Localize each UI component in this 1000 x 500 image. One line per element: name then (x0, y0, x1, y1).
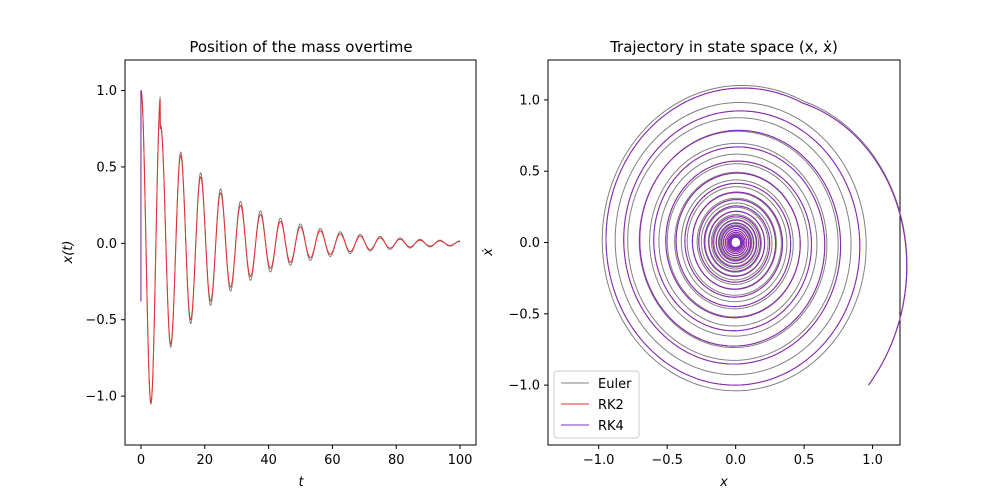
series-line-rk4 (605, 87, 908, 386)
x-axis-label: x (719, 475, 728, 490)
position-chart: Position of the mass overtime 0 20 40 60 80 1… (61, 38, 477, 490)
y-tick-label: −0.5 (508, 307, 540, 322)
state-space-chart: Trajectory in state space (x, ẋ) −1.0 −0.… (481, 38, 908, 490)
x-tick-label: 0.0 (725, 453, 746, 468)
legend-label-rk4: RK4 (598, 419, 624, 434)
y-axis-label: x(t) (61, 241, 76, 265)
chart-title: Trajectory in state space (x, ẋ) (609, 38, 838, 56)
x-tick-label: 80 (388, 453, 405, 468)
y-tick-label: −1.0 (85, 390, 117, 405)
series-line-euler (140, 89, 461, 405)
y-tick-label: −1.0 (508, 379, 540, 394)
x-tick-label: −0.5 (651, 453, 683, 468)
y-tick-label: −0.5 (85, 313, 117, 328)
x-tick-label: 60 (324, 453, 341, 468)
chart-title: Position of the mass overtime (189, 38, 412, 56)
y-tick-label: 0.5 (96, 160, 117, 175)
x-tick-label: 40 (260, 453, 277, 468)
x-tick-label: 1.0 (862, 453, 883, 468)
y-axis-label: ẋ (481, 248, 496, 257)
x-tick-label: 100 (448, 453, 473, 468)
legend-label-euler: Euler (598, 377, 632, 392)
y-tick-label: 1.0 (519, 93, 540, 108)
y-tick-label: 0.5 (519, 165, 540, 180)
legend: Euler RK2 RK4 (553, 370, 640, 439)
y-tick-label: 0.0 (519, 236, 540, 251)
legend-label-rk2: RK2 (598, 398, 624, 413)
plot-frame (547, 59, 901, 446)
plot-frame (124, 59, 477, 446)
y-tick-label: 0.0 (96, 237, 117, 252)
series-line-rk2 (140, 90, 461, 404)
x-tick-label: −1.0 (583, 453, 615, 468)
series-line-euler (601, 84, 908, 392)
x-tick-label: 0.5 (794, 453, 815, 468)
x-axis-label: t (298, 475, 304, 490)
legend-box (553, 370, 640, 439)
x-tick-label: 0 (137, 453, 145, 468)
x-tick-label: 20 (196, 453, 213, 468)
y-tick-label: 1.0 (96, 84, 117, 99)
